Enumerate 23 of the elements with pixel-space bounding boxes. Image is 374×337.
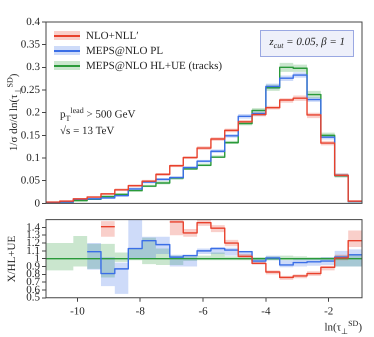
y-axis-title: X/HL+UE	[6, 235, 18, 282]
x-tick-label: -2	[324, 305, 334, 318]
legend-label: NLO+NLL′	[86, 30, 139, 42]
y-tick-label: 0	[34, 197, 40, 210]
legend-label: MEPS@NLO HL+UE (tracks)	[86, 60, 222, 72]
y-tick-label: 0.15	[20, 129, 40, 142]
y-tick-label: 0.05	[20, 174, 40, 187]
y-tick-label: 0.25	[20, 84, 40, 96]
y-tick-label: 0.5	[26, 292, 40, 304]
y-tick-label: 0.1	[26, 152, 40, 164]
x-tick-label: -10	[70, 305, 86, 318]
annotation: z$_{cut}$ = 0.05, β = 1	[260, 30, 354, 57]
legend-label: MEPS@NLO PL	[86, 44, 164, 56]
x-axis-title: ln(τ$_{⊥}$$^{SD}$)	[324, 319, 362, 337]
x-tick-label: -4	[261, 305, 271, 318]
annotation: √s = 13 TeV	[60, 125, 114, 138]
y-tick-label: 0.4	[26, 16, 40, 28]
x-tick-label: -6	[198, 305, 208, 318]
y-tick-label: 0.35	[20, 38, 40, 51]
y-tick-label: 0.3	[26, 61, 40, 74]
y-tick-label: 0.2	[26, 106, 40, 119]
x-tick-label: -8	[136, 305, 146, 318]
annotation: p$_{T}$$^{lead}$ > 500 GeV	[60, 106, 136, 124]
